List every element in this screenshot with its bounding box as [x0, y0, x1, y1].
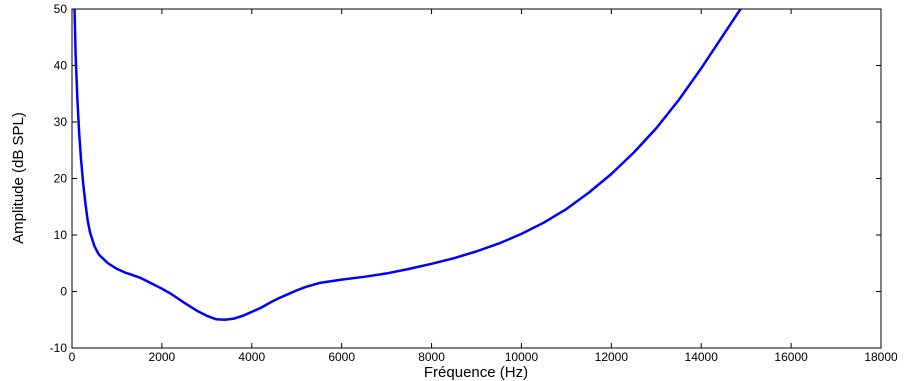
x-tick-label: 12000	[595, 350, 629, 364]
y-tick-label: 30	[54, 115, 68, 129]
y-tick-label: -10	[50, 341, 68, 355]
y-tick-label: 50	[54, 2, 68, 16]
x-tick-label: 8000	[418, 350, 445, 364]
y-tick-label: 10	[54, 228, 68, 242]
x-tick-label: 2000	[149, 350, 176, 364]
x-tick-label: 4000	[238, 350, 265, 364]
series-line	[73, 9, 743, 321]
y-tick-label: 20	[54, 172, 68, 186]
x-tick-label: 0	[69, 350, 76, 364]
x-tick-label: 6000	[328, 350, 355, 364]
plot-frame	[71, 8, 882, 349]
y-axis-label: Amplitude (dB SPL)	[10, 112, 27, 244]
x-axis-label: Fréquence (Hz)	[424, 364, 528, 381]
x-axis-ticks: 0 2000 4000 6000 8000 10000 12000 14000 16000 180…	[69, 9, 898, 364]
x-tick-label: 18000	[864, 350, 898, 364]
y-tick-label: 40	[54, 59, 68, 73]
x-tick-label: 14000	[685, 350, 719, 364]
x-tick-label: 16000	[774, 350, 808, 364]
x-tick-label: 10000	[505, 350, 539, 364]
series-layer	[73, 9, 743, 321]
y-axis-ticks: -10 0 10 20 30 40 50	[50, 2, 881, 355]
y-tick-label: 0	[60, 285, 67, 299]
